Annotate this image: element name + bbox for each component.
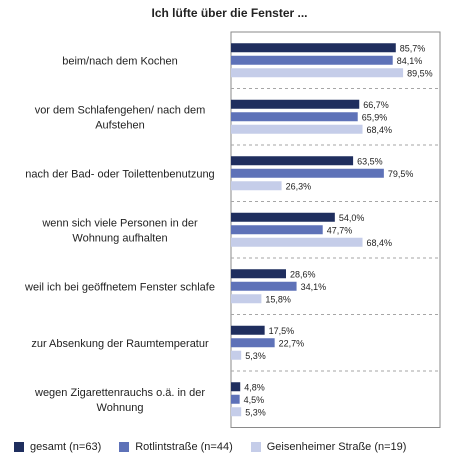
data-label: 79,5%	[388, 169, 414, 179]
legend-label-gesamt: gesamt (n=63)	[30, 441, 102, 453]
data-label: 28,6%	[290, 269, 316, 279]
bar	[231, 156, 354, 166]
category-label: weil ich bei geöffnetem Fenster schlafe	[24, 281, 215, 293]
data-label: 85,7%	[400, 43, 426, 53]
bar	[231, 269, 286, 279]
bar	[231, 43, 396, 53]
bar	[231, 212, 335, 222]
bar	[231, 325, 265, 335]
legend-item-gesamt: gesamt (n=63)	[14, 441, 101, 453]
data-label: 65,9%	[362, 112, 388, 122]
data-label: 17,5%	[269, 326, 295, 336]
data-label: 22,7%	[279, 338, 305, 348]
data-label: 89,5%	[407, 68, 433, 78]
category-label: zur Absenkung der Raumtemperatur	[31, 338, 209, 350]
bar	[231, 124, 363, 134]
data-label: 15,8%	[265, 294, 291, 304]
bar-chart: beim/nach dem Kochen 85,7% 84,1% 89,5% vor d…	[24, 31, 441, 428]
category-label: beim/nach dem Kochen	[62, 55, 178, 67]
bar	[231, 168, 384, 178]
bar	[231, 55, 393, 65]
bar	[231, 99, 360, 109]
data-label: 66,7%	[363, 100, 389, 110]
legend-label-rotlintstrasse: Rotlintstraße (n=44)	[135, 441, 233, 453]
data-label: 84,1%	[397, 56, 423, 66]
category-label: wegen Zigarettenrauchs o.ä. in der Wohnun…	[34, 387, 205, 414]
data-label: 4,8%	[244, 382, 265, 392]
data-label: 68,4%	[367, 238, 393, 248]
chart-legend: gesamt (n=63) Rotlintstraße (n=44) Geise…	[14, 441, 454, 453]
data-label: 34,1%	[301, 282, 327, 292]
bar	[231, 237, 363, 247]
data-label: 26,3%	[286, 181, 312, 191]
bar	[231, 225, 323, 235]
data-label: 4,5%	[244, 395, 265, 405]
data-label: 54,0%	[339, 213, 365, 223]
data-label: 5,3%	[245, 351, 266, 361]
bar	[231, 68, 404, 78]
legend-label-geisenheimer-strasse: Geisenheimer Straße (n=19)	[266, 441, 407, 453]
category-label: vor dem Schlafengehen/ nach dem Aufstehen	[35, 104, 206, 131]
data-label: 68,4%	[367, 125, 393, 135]
chart-title: Ich lüfte über die Fenster ...	[151, 6, 308, 20]
legend-item-geisenheimer-strasse: Geisenheimer Straße (n=19)	[250, 441, 407, 453]
bar	[231, 350, 242, 360]
bar	[231, 181, 282, 191]
data-label: 63,5%	[357, 156, 383, 166]
bar	[231, 407, 242, 417]
data-label: 5,3%	[245, 407, 266, 417]
legend-item-rotlintstrasse: Rotlintstraße (n=44)	[119, 441, 233, 453]
category-label: wenn sich viele Personen in der Wohnung a…	[41, 217, 198, 244]
bar	[231, 281, 297, 291]
bar	[231, 394, 240, 404]
legend-swatch-gesamt	[14, 442, 24, 452]
legend-swatch-geisenheimer-strasse	[250, 442, 261, 452]
data-label: 47,7%	[327, 225, 353, 235]
bar	[231, 112, 358, 122]
category-label: nach der Bad- oder Toilettenbenutzung	[25, 168, 214, 180]
bar	[231, 338, 275, 348]
bar	[231, 294, 262, 304]
bar	[231, 382, 241, 392]
legend-swatch-rotlintstrasse	[119, 442, 130, 452]
